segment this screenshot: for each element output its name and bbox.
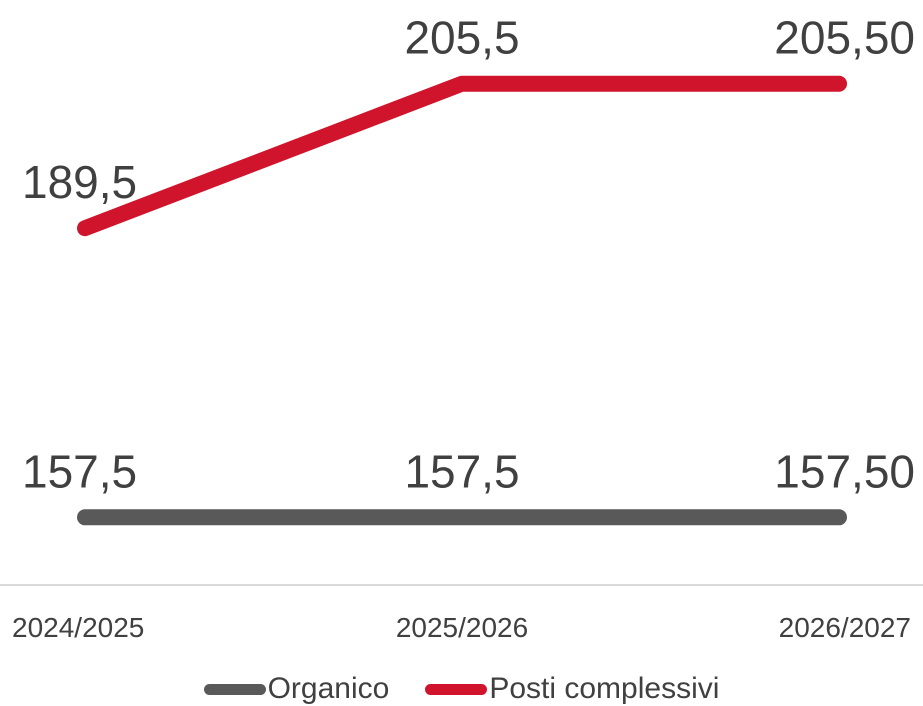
data-label-posti-complessivi-0: 189,5 [22, 156, 137, 208]
legend-swatch-posti-complessivi [425, 683, 488, 695]
legend-label-organico: Organico [267, 672, 390, 705]
x-tick-label-1: 2025/2026 [396, 612, 528, 643]
data-label-posti-complessivi-1: 205,5 [404, 12, 519, 64]
data-label-organico-2: 157,50 [774, 445, 915, 497]
data-label-organico-1: 157,5 [404, 445, 519, 497]
legend-item-organico: Organico [203, 672, 390, 706]
data-label-layer: 157,5 157,5 157,50 189,5 205,5 205,50 [22, 12, 915, 498]
x-tick-label-0: 2024/2025 [12, 612, 144, 643]
series-line-posti-complessivi [77, 75, 847, 237]
legend: Organico Posti complessivi [0, 672, 923, 706]
legend-label-posti-complessivi: Posti complessivi [489, 672, 720, 705]
x-tick-label-2: 2026/2027 [779, 612, 911, 643]
x-tick-layer: 2024/2025 2025/2026 2026/2027 [12, 612, 911, 643]
series-layer [77, 75, 847, 526]
legend-swatch-organico [203, 683, 266, 695]
legend-item-posti-complessivi: Posti complessivi [425, 672, 719, 706]
data-label-posti-complessivi-2: 205,50 [774, 12, 915, 64]
data-label-organico-0: 157,5 [22, 445, 137, 497]
